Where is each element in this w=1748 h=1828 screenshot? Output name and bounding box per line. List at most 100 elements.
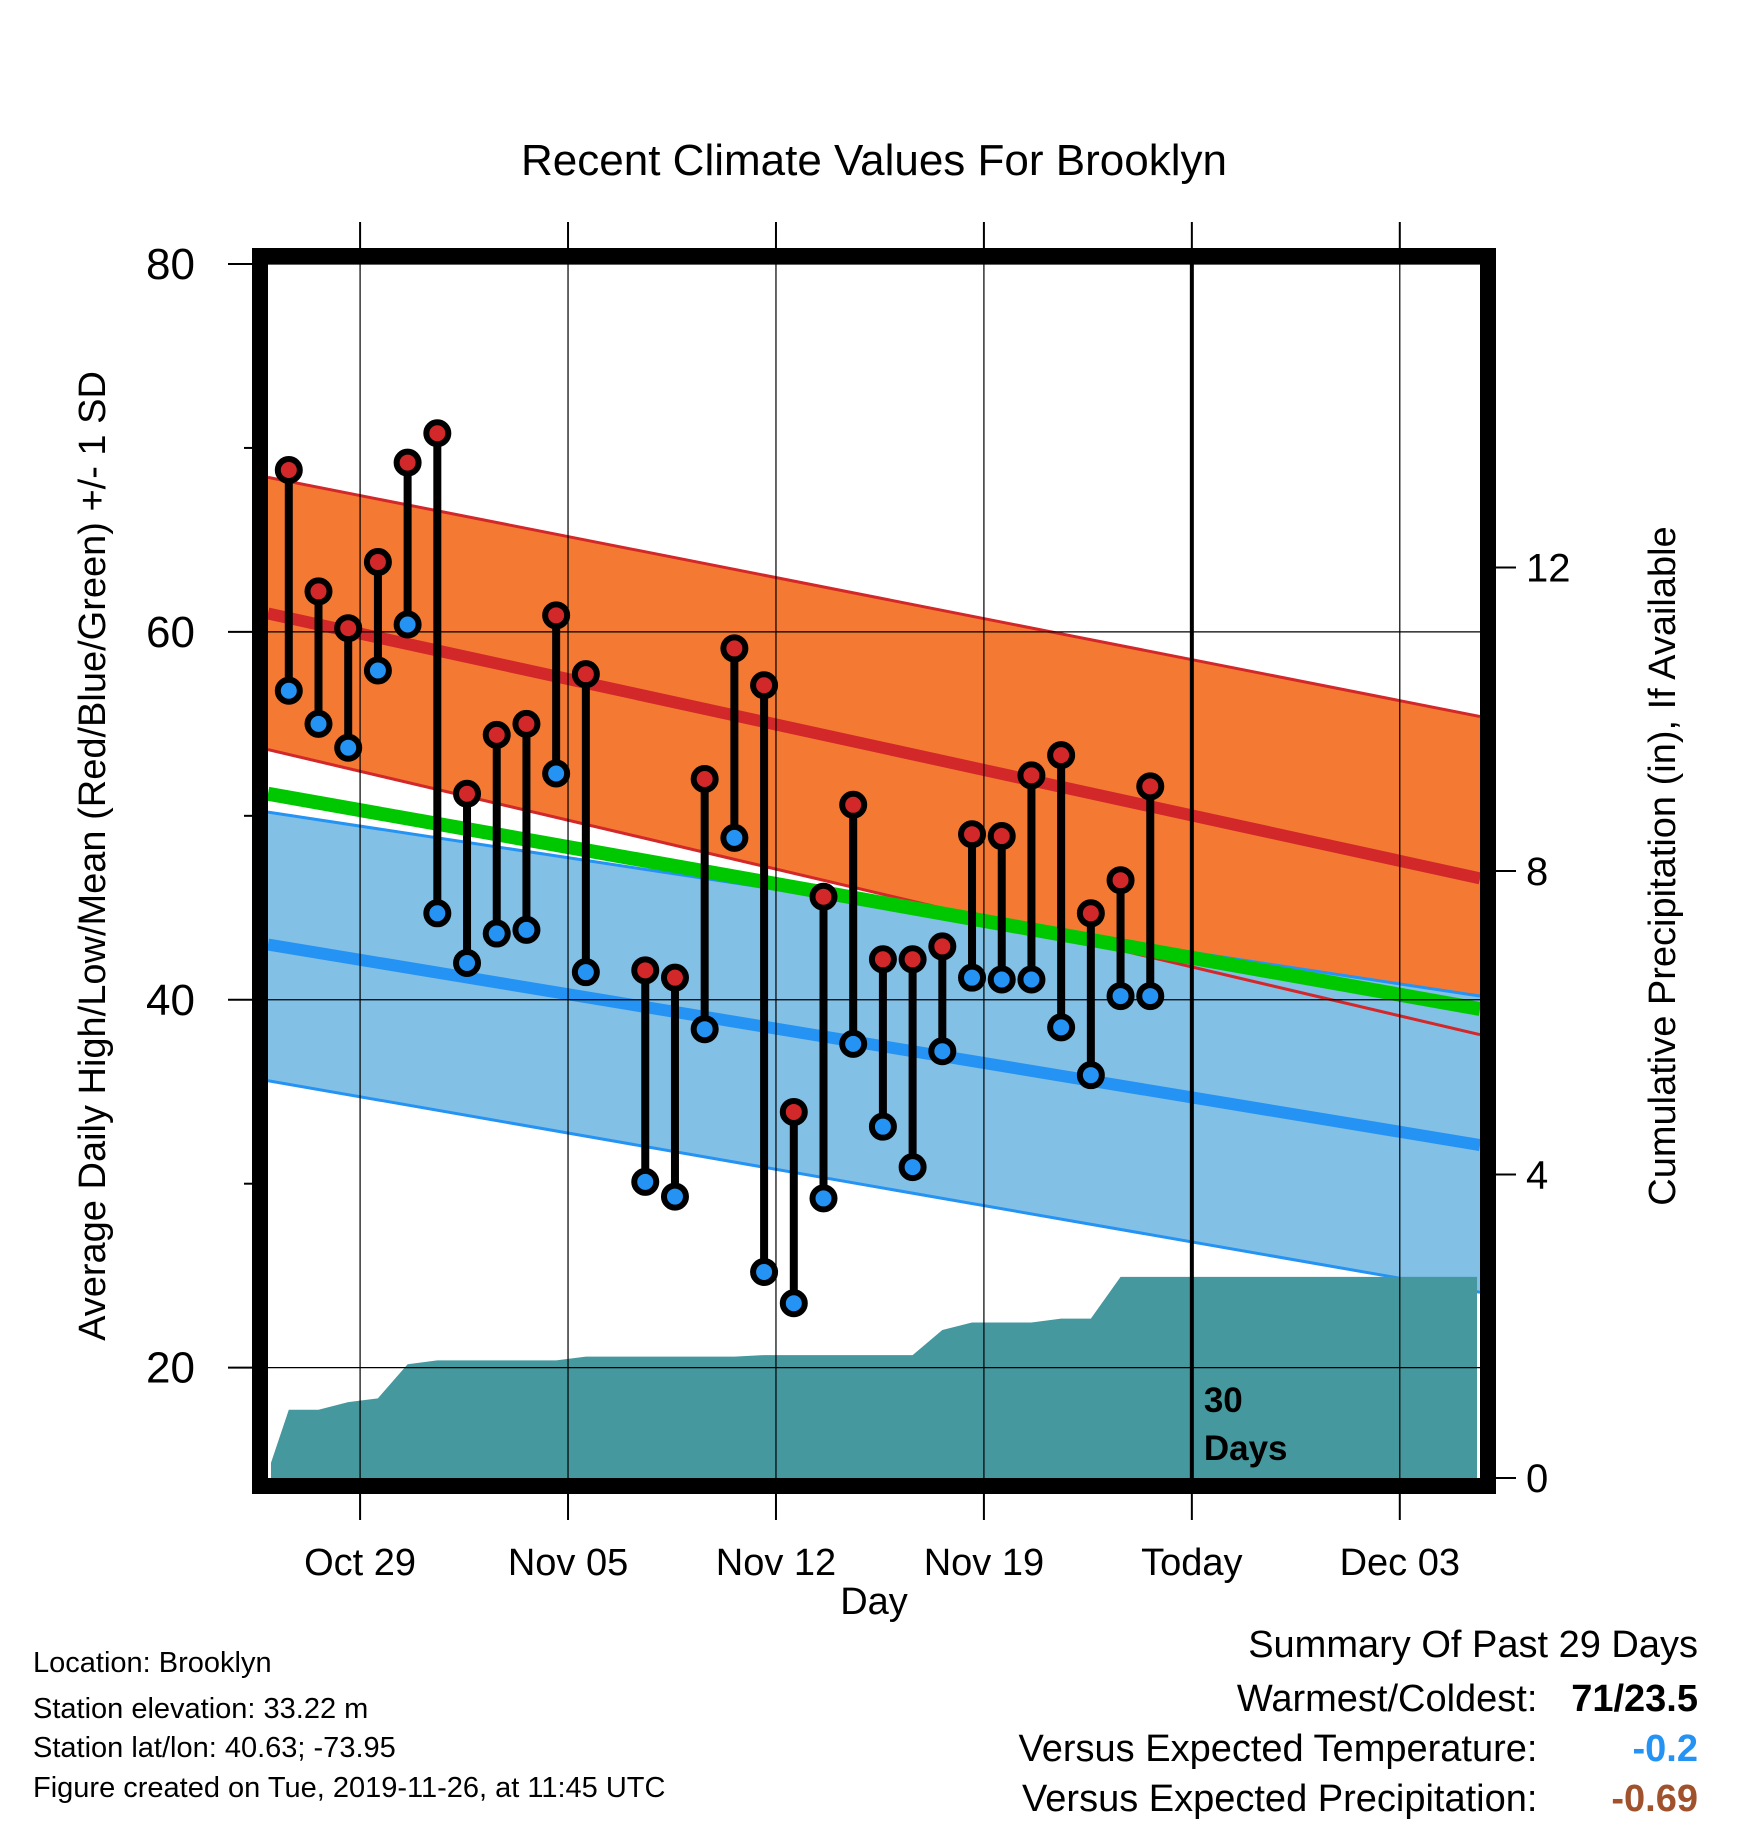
observed-high-point	[274, 456, 303, 485]
observed-low-point	[512, 915, 541, 944]
observed-high-point	[1047, 741, 1076, 770]
summary-temp-value: -0.2	[1632, 1728, 1698, 1770]
normal-low-line	[268, 938, 1480, 1151]
observed-low-point	[928, 1037, 957, 1066]
observed-low-point	[631, 1167, 660, 1196]
observed-low-point	[453, 948, 482, 977]
observed-low-point	[393, 610, 422, 639]
observed-low-point	[363, 656, 392, 685]
observed-high-point	[839, 790, 868, 819]
observed-high-point	[987, 822, 1016, 851]
observed-high-point	[720, 634, 749, 663]
created-text: Figure created on Tue, 2019-11-26, at 11…	[33, 1772, 666, 1804]
observed-high-point	[1076, 899, 1105, 928]
summary-temp-label: Versus Expected Temperature:	[1018, 1728, 1538, 1770]
y2-axis-label: Cumulative Precipitation (in), If Availa…	[1642, 526, 1684, 1205]
observed-high-point	[334, 614, 363, 643]
summary-precip-label: Versus Expected Precipitation:	[1022, 1778, 1538, 1820]
observed-high-point	[423, 419, 452, 448]
plot-area: 30 Days	[268, 264, 1480, 1478]
observed-low-point	[868, 1112, 897, 1141]
observed-low-point	[660, 1182, 689, 1211]
observed-high-point	[958, 820, 987, 849]
summary-heading: Summary Of Past 29 Days	[1248, 1626, 1698, 1664]
observed-low-point	[482, 919, 511, 948]
observed-low-point	[542, 759, 571, 788]
observed-high-point	[363, 547, 392, 576]
observed-low-point	[1017, 965, 1046, 994]
summary-precip-value: -0.69	[1611, 1778, 1698, 1820]
observed-high-point	[542, 601, 571, 630]
normal-low-band	[268, 812, 1480, 1293]
observed-low-point	[750, 1257, 779, 1286]
axes: 20 40 60 80 0 4 8 12 Oct 29 Nov 05 Nov 12 Nov 19 Tod…	[146, 222, 1571, 1584]
observed-high-point	[809, 882, 838, 911]
observed-high-point	[631, 956, 660, 985]
summary-warmest-row: Warmest/Coldest: 71/23.5	[1237, 1680, 1698, 1718]
observed-low-point	[571, 958, 600, 987]
observed-low-point	[1136, 982, 1165, 1011]
x-tick-label: Nov 19	[924, 1542, 1044, 1584]
summary-heading-text: Summary Of Past 29 Days	[1248, 1624, 1698, 1666]
observed-high-point	[512, 709, 541, 738]
observed-high-point	[928, 932, 957, 961]
y-tick-label: 40	[146, 976, 195, 1025]
y2-tick-label: 4	[1526, 1154, 1548, 1198]
observed-high-point	[393, 448, 422, 477]
x-tick-label: Today	[1141, 1542, 1242, 1584]
x-tick-label: Dec 03	[1340, 1542, 1460, 1584]
observed-low-point	[274, 676, 303, 705]
normal-high-upper-edge	[268, 475, 1480, 718]
observed-high-point	[868, 945, 897, 974]
observed-high-point	[482, 720, 511, 749]
today-days-label-line2: Days	[1204, 1429, 1288, 1468]
observed-low-point	[334, 733, 363, 762]
observed-high-point	[690, 765, 719, 794]
normal-high-band	[268, 477, 1480, 1035]
location-text: Location: Brooklyn	[33, 1647, 272, 1679]
y2-tick-label: 0	[1526, 1457, 1548, 1501]
observed-high-point	[1136, 772, 1165, 801]
elevation-text: Station elevation: 33.22 m	[33, 1693, 369, 1725]
observed-high-point	[1017, 761, 1046, 790]
x-tick-label: Nov 05	[508, 1542, 628, 1584]
today-days-label: 30	[1204, 1381, 1243, 1420]
observed-low-point	[690, 1015, 719, 1044]
observed-low-point	[779, 1289, 808, 1318]
y-tick-label: 80	[146, 240, 195, 289]
x-axis-label: Day	[840, 1581, 908, 1623]
observed-high-point	[304, 577, 333, 606]
normal-low-lower-edge	[268, 1079, 1480, 1294]
observed-low-point	[987, 965, 1016, 994]
observed-low-point	[423, 899, 452, 928]
observed-low-point	[1076, 1061, 1105, 1090]
chart-title: Recent Climate Values For Brooklyn	[521, 136, 1227, 185]
summary-temp-row: Versus Expected Temperature: -0.2	[1019, 1730, 1698, 1768]
observed-low-point	[809, 1184, 838, 1213]
observed-low-point	[304, 709, 333, 738]
observed-low-point	[839, 1029, 868, 1058]
y2-tick-label: 8	[1526, 850, 1548, 894]
y-tick-label: 60	[146, 608, 195, 657]
latlon-text: Station lat/lon: 40.63; -73.95	[33, 1732, 396, 1764]
normal-high-line	[268, 607, 1480, 885]
summary-warmest-label: Warmest/Coldest:	[1236, 1678, 1538, 1720]
observed-high-point	[779, 1097, 808, 1126]
summary-warmest-value: 71/23.5	[1571, 1678, 1698, 1720]
y-axis-label: Average Daily High/Low/Mean (Red/Blue/Gr…	[72, 371, 114, 1341]
observed-low-point	[958, 963, 987, 992]
y2-tick-label: 12	[1526, 547, 1571, 591]
observed-high-point	[453, 779, 482, 808]
observed-high-point	[750, 671, 779, 700]
observed-low-point	[898, 1153, 927, 1182]
observed-high-point	[660, 963, 689, 992]
y-tick-label: 20	[146, 1344, 195, 1393]
observed-low-point	[1047, 1013, 1076, 1042]
x-tick-label: Oct 29	[304, 1542, 416, 1584]
observed-high-point	[571, 660, 600, 689]
summary-precip-row: Versus Expected Precipitation: -0.69	[1022, 1780, 1698, 1818]
observed-low-point	[1106, 982, 1135, 1011]
observed-high-point	[898, 945, 927, 974]
observed-high-point	[1106, 866, 1135, 895]
